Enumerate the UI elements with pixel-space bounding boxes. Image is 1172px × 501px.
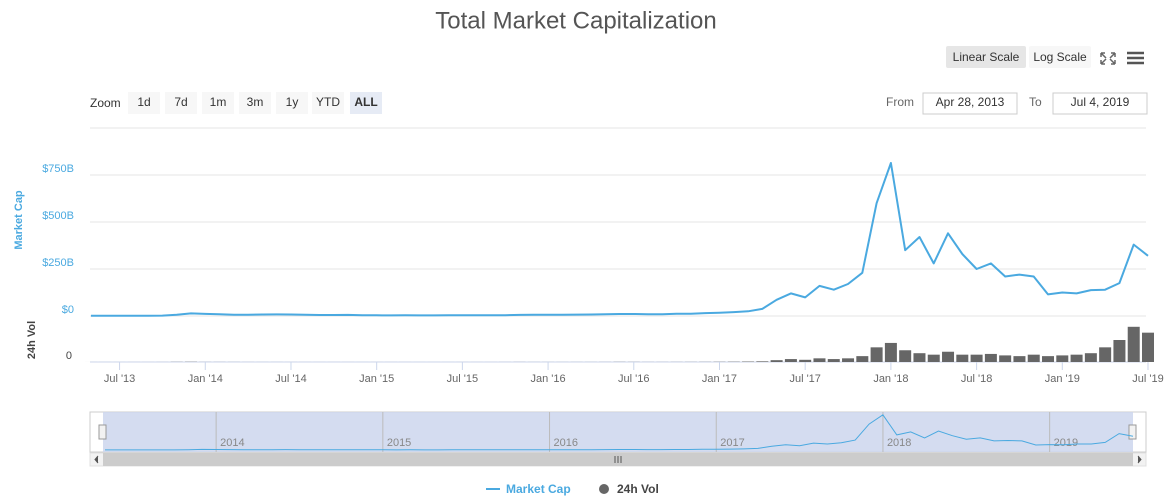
- from-input[interactable]: [922, 92, 1018, 115]
- y-tick-label: $250B: [42, 257, 74, 269]
- zoom-button-label[interactable]: YTD: [316, 95, 340, 109]
- y-axis-title: Market Cap: [13, 190, 25, 250]
- zoom-button[interactable]: [202, 92, 234, 114]
- volume-bar: [884, 342, 897, 362]
- volume-bar: [1084, 353, 1097, 362]
- volume-bar: [842, 358, 855, 362]
- zoom-button-label[interactable]: 1m: [210, 95, 227, 109]
- zoom-label: Zoom: [90, 96, 121, 110]
- y2-axis-title: 24h Vol: [26, 321, 38, 359]
- navigator-tick-label: 2014: [220, 437, 244, 449]
- x-tick-label: Jul '14: [275, 373, 306, 385]
- from-date[interactable]: Apr 28, 2013: [936, 95, 1005, 109]
- volume-bar: [1056, 355, 1069, 362]
- zoom-button-label[interactable]: 7d: [174, 95, 187, 109]
- volume-bar: [1070, 354, 1083, 362]
- x-tick-label: Jan '15: [359, 373, 394, 385]
- navigator-handle[interactable]: [98, 424, 107, 440]
- menu-icon[interactable]: [1127, 51, 1144, 65]
- zoom-button-label[interactable]: 1d: [137, 95, 150, 109]
- volume-bar: [856, 356, 869, 362]
- x-tick-label: Jul '19: [1132, 373, 1163, 385]
- to-date[interactable]: Jul 4, 2019: [1071, 95, 1130, 109]
- volume-bar: [984, 353, 997, 362]
- volume-bar: [1113, 340, 1126, 362]
- volume-bar: [999, 355, 1012, 362]
- navigator-handle[interactable]: [1128, 424, 1137, 440]
- zoom-button[interactable]: [165, 92, 197, 114]
- y-tick-label: $0: [62, 304, 74, 316]
- zoom-button-label[interactable]: 3m: [247, 95, 264, 109]
- volume-bar: [813, 358, 826, 362]
- x-tick-label: Jan '16: [531, 373, 566, 385]
- x-tick-label: Jul '18: [961, 373, 992, 385]
- volume-bar: [942, 351, 955, 362]
- navigator-tick-label: 2016: [554, 437, 578, 449]
- scale-button[interactable]: [1029, 46, 1091, 68]
- x-tick-label: Jul '13: [104, 373, 135, 385]
- volume-bar: [913, 353, 926, 362]
- volume-bar: [970, 354, 983, 362]
- volume-bar: [1027, 354, 1040, 362]
- volume-bar: [927, 354, 940, 362]
- volume-bar: [756, 361, 769, 362]
- x-tick-label: Jan '14: [188, 373, 223, 385]
- zoom-button[interactable]: [350, 92, 382, 114]
- x-tick-label: Jul '15: [447, 373, 478, 385]
- zoom-button-label[interactable]: 1y: [286, 95, 299, 109]
- navigator-line: [105, 414, 1134, 451]
- volume-bar: [899, 350, 912, 362]
- x-tick-label: Jul '16: [618, 373, 649, 385]
- y-tick-label: $750B: [42, 163, 74, 175]
- volume-bar: [827, 359, 840, 362]
- scrollbar-grip: [614, 456, 622, 463]
- volume-bar: [1142, 332, 1154, 362]
- navigator-tick-label: 2019: [1054, 437, 1078, 449]
- market-cap-line: [90, 162, 1149, 317]
- legend-label[interactable]: Market Cap: [506, 482, 571, 496]
- scale-button[interactable]: [946, 46, 1026, 68]
- chart-title: Total Market Capitalization: [435, 7, 716, 34]
- scale-button-label[interactable]: Log Scale: [1033, 50, 1087, 64]
- volume-bar: [770, 360, 783, 362]
- to-input[interactable]: [1052, 92, 1148, 115]
- navigator-tick-label: 2018: [887, 437, 911, 449]
- y-tick-label: $500B: [42, 210, 74, 222]
- zoom-button[interactable]: [312, 92, 344, 114]
- fullscreen-icon[interactable]: [1100, 52, 1116, 65]
- volume-bar: [1127, 326, 1140, 362]
- volume-bar: [956, 354, 969, 362]
- navigator-tick-label: 2015: [387, 437, 411, 449]
- x-tick-label: Jan '18: [873, 373, 908, 385]
- volume-bar: [1013, 356, 1026, 362]
- zoom-button[interactable]: [276, 92, 308, 114]
- navigator-mask: [103, 412, 1133, 452]
- x-tick-label: Jan '19: [1045, 373, 1080, 385]
- volume-bar: [870, 347, 883, 362]
- x-tick-label: Jan '17: [702, 373, 737, 385]
- volume-bar: [784, 359, 797, 362]
- scale-button-label[interactable]: Linear Scale: [953, 50, 1020, 64]
- zoom-button[interactable]: [128, 92, 160, 114]
- to-label: To: [1029, 95, 1042, 109]
- volume-bar: [1042, 356, 1055, 362]
- navigator-tick-label: 2017: [720, 437, 744, 449]
- legend-label[interactable]: 24h Vol: [617, 482, 659, 496]
- legend-symbol[interactable]: [599, 484, 609, 494]
- zoom-button[interactable]: [239, 92, 271, 114]
- zoom-button-label[interactable]: ALL: [354, 95, 377, 109]
- y2-tick-label: 0: [66, 350, 72, 362]
- scrollbar-arrows[interactable]: [94, 455, 1142, 464]
- from-label: From: [886, 95, 914, 109]
- volume-bar: [799, 359, 812, 362]
- volume-bar: [1099, 347, 1112, 362]
- x-tick-label: Jul '17: [789, 373, 820, 385]
